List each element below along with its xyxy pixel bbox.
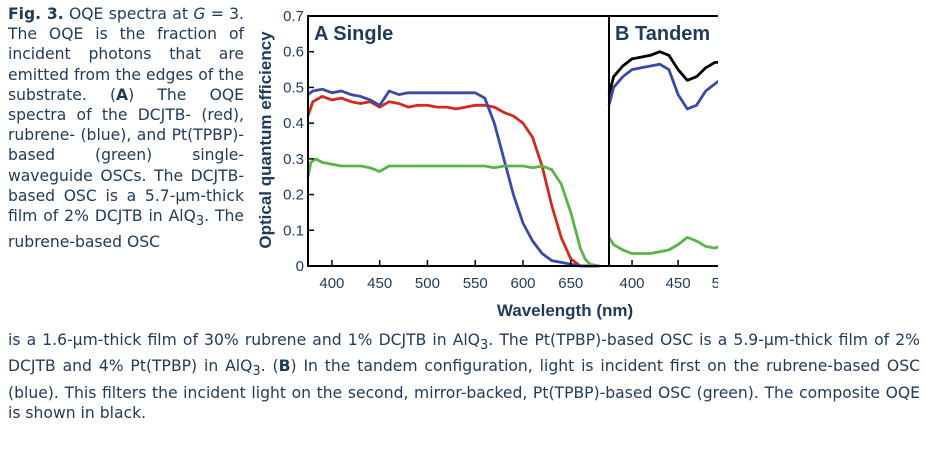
y-tick-label: 0.7 xyxy=(283,8,304,25)
caption-text: ) In the tandem configuration, light is … xyxy=(8,357,920,422)
series-line-0 xyxy=(306,95,600,268)
y-tick-label: 0.1 xyxy=(283,222,304,239)
subscript-3: 3 xyxy=(252,364,261,380)
subscript-3: 3 xyxy=(480,338,489,354)
caption-text: is a 1.6-μm-thick film of 30% rubrene an… xyxy=(8,331,481,349)
caption-text: OQE spectra at xyxy=(63,5,194,23)
x-tick-label: 400 xyxy=(319,275,344,292)
caption-bottom-text: is a 1.6-μm-thick film of 30% rubrene an… xyxy=(8,330,920,423)
series-line-2 xyxy=(306,157,600,268)
caption-text: . ( xyxy=(260,357,279,376)
y-tick-label: 0 xyxy=(296,258,304,275)
panel-label: B Tandem xyxy=(615,23,710,45)
caption-text: = 3. The OQE is the fraction of incident… xyxy=(8,5,245,104)
panel-ref-a: A xyxy=(116,85,129,104)
panel-b-plot: 400450500550600650700B Tandem xyxy=(607,15,718,292)
y-tick-label: 0.3 xyxy=(283,151,304,168)
series-line-1 xyxy=(607,62,718,111)
x-tick-label: 500 xyxy=(712,275,718,292)
x-tick-label: 500 xyxy=(415,275,440,292)
caption-text: ) The OQE spectra of the DCJTB- (red), r… xyxy=(8,85,244,226)
panel-a-plot: 400 450 500 550 600 650 0 0.1 0.2 0.3 0.4 0.5 0.6 0.7… xyxy=(283,8,610,292)
plot-frame xyxy=(608,15,718,267)
plot-frame xyxy=(307,15,610,267)
x-tick-label: 600 xyxy=(510,275,535,292)
subscript-3: 3 xyxy=(195,214,205,230)
panel-label: A Single xyxy=(314,23,393,45)
series-line-2 xyxy=(607,236,718,255)
x-tick-label: 650 xyxy=(558,275,583,292)
g-symbol: G xyxy=(193,5,206,23)
series-line-0 xyxy=(607,50,718,95)
x-tick-label: 550 xyxy=(463,275,488,292)
x-tick-label: 450 xyxy=(367,275,392,292)
y-tick-label: 0.5 xyxy=(283,79,304,96)
figure-label: Fig. 3. xyxy=(8,5,64,23)
x-tick-label: 400 xyxy=(620,275,645,292)
y-tick-label: 0.2 xyxy=(283,187,304,204)
y-axis-label: Optical quantum efficiency xyxy=(256,31,275,249)
caption-text: . The Pt(TPBP)-based OSC is a 5.9-μm-thi… xyxy=(8,331,920,376)
oqe-figure: Optical quantum efficiency Wavelength (n… xyxy=(256,8,718,320)
caption-side-text: Fig. 3. OQE spectra at G = 3. The OQE is… xyxy=(8,4,244,253)
caption-text: . The rubrene-based OSC xyxy=(8,207,245,252)
x-axis-label: Wavelength (nm) xyxy=(497,301,633,320)
y-tick-label: 0.4 xyxy=(283,115,304,132)
x-tick-label: 450 xyxy=(666,275,691,292)
series-line-1 xyxy=(307,87,600,268)
y-tick-label: 0.6 xyxy=(283,44,304,61)
panel-ref-b: B xyxy=(278,357,291,376)
